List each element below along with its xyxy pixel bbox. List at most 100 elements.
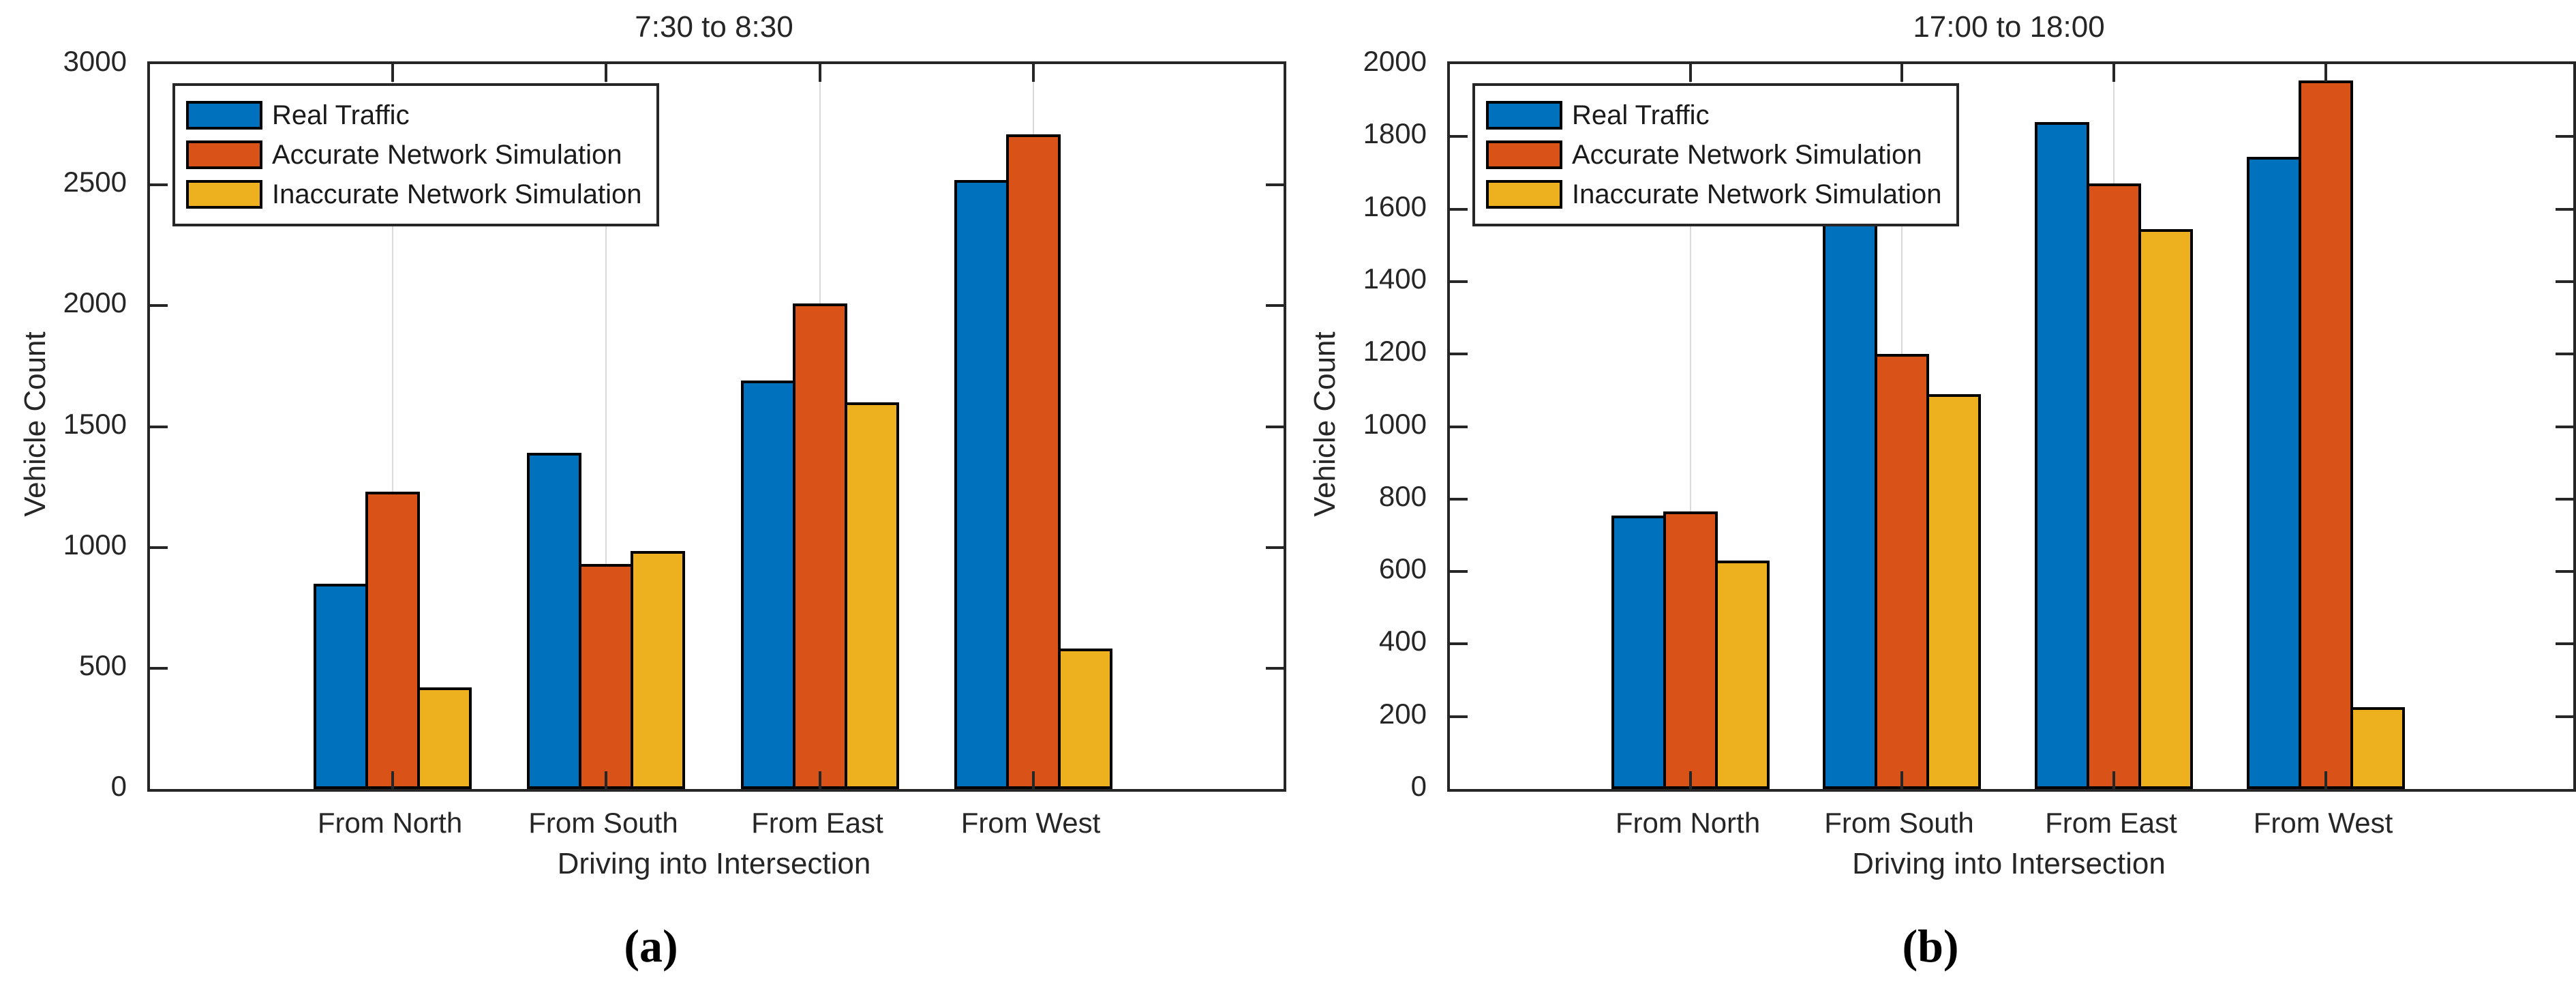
bar-real-traffic [2247,157,2301,789]
x-tick [391,64,394,82]
y-tick [1450,207,1468,211]
y-tick [2556,425,2573,428]
y-tick [1266,666,1284,670]
x-tick-label: From North [1615,807,1761,839]
legend-row: Accurate Network Simulation [186,135,641,175]
y-tick-label: 0 [1410,770,1427,802]
y-tick-label: 1400 [1363,262,1427,295]
bar-accurate-network-simulation [2087,183,2141,789]
y-tick-label: 1500 [63,407,127,440]
bar-inaccurate-network-simulation [631,551,685,789]
y-tick [150,546,168,549]
bar-real-traffic [1823,224,1877,789]
x-tick [1032,771,1035,789]
x-gridline [605,64,607,789]
legend-label: Real Traffic [272,100,410,130]
y-tick [1450,570,1468,574]
bar-accurate-network-simulation [1663,511,1718,789]
y-tick-label: 600 [1378,552,1427,585]
x-gridline [1690,64,1691,789]
x-tick [1900,771,1903,789]
bar-accurate-network-simulation [793,303,847,789]
legend-row: Inaccurate Network Simulation [186,175,641,214]
y-tick-label: 1800 [1363,117,1427,150]
y-tick-label: 1600 [1363,190,1427,222]
legend-label: Accurate Network Simulation [1572,140,1922,170]
caption-a: (a) [624,920,678,972]
y-tick [2556,207,2573,211]
y-tick [1266,425,1284,428]
x-tick-label: From East [751,807,883,839]
chart-a-xlabel: Driving into Intersection [557,847,871,880]
y-tick [1450,425,1468,428]
x-tick-label: From South [528,807,678,839]
y-tick-label: 1200 [1363,335,1427,368]
bar-real-traffic [2035,122,2089,789]
legend-label: Inaccurate Network Simulation [272,179,642,209]
bar-real-traffic [954,180,1009,789]
legend-row: Accurate Network Simulation [1486,135,1941,175]
bar-inaccurate-network-simulation [845,402,899,789]
y-tick-label: 800 [1378,479,1427,512]
bar-accurate-network-simulation [579,564,633,789]
chart-a-title: 7:30 to 8:30 [635,10,793,44]
y-tick [150,304,168,308]
y-tick [1266,183,1284,187]
x-tick [2324,771,2327,789]
legend-swatch [1486,101,1562,130]
legend-label: Accurate Network Simulation [272,140,622,170]
bar-inaccurate-network-simulation [2350,707,2405,789]
x-tick [2112,64,2115,82]
y-tick [1450,280,1468,283]
bar-real-traffic [527,453,581,789]
x-tick-label: From South [1824,807,1974,839]
x-tick-label: From West [2253,807,2393,839]
y-tick [150,183,168,187]
bar-accurate-network-simulation [365,492,420,789]
bar-real-traffic [741,381,795,789]
legend-swatch [186,140,262,169]
bar-inaccurate-network-simulation [1715,561,1770,789]
y-tick [1450,135,1468,138]
legend-swatch [1486,180,1562,209]
legend: Real Traffic Accurate Network Simulation I… [172,83,660,226]
y-tick [1266,304,1284,308]
x-gridline [392,64,393,789]
bar-accurate-network-simulation [1006,134,1061,789]
chart-b-plot-area: Real Traffic Accurate Network Simulation I… [1447,61,2576,792]
x-tick [819,64,821,82]
y-tick-label: 500 [78,649,127,681]
bar-real-traffic [1611,516,1666,789]
x-tick-label: From North [317,807,463,839]
y-tick [1266,546,1284,549]
y-tick-label: 2500 [63,166,127,198]
y-tick [1450,715,1468,718]
y-tick-label: 0 [110,770,127,802]
y-tick [2556,280,2573,283]
x-tick [391,771,394,789]
legend: Real Traffic Accurate Network Simulation I… [1472,83,1960,226]
y-tick-label: 400 [1378,625,1427,657]
y-tick [2556,715,2573,718]
x-tick [819,771,821,789]
x-tick [2324,64,2327,82]
x-tick [605,64,607,82]
bar-real-traffic [314,584,368,789]
bar-inaccurate-network-simulation [1058,649,1112,789]
y-tick [1450,642,1468,646]
x-tick-label: From East [2045,807,2177,839]
x-tick [1032,64,1035,82]
bar-inaccurate-network-simulation [417,687,472,789]
y-tick [1450,353,1468,356]
y-tick-label: 1000 [1363,407,1427,440]
y-tick [2556,497,2573,501]
y-tick-label: 200 [1378,697,1427,730]
x-tick [1689,64,1692,82]
caption-b: (b) [1902,920,1959,972]
legend-row: Real Traffic [186,95,641,135]
x-tick [2112,771,2115,789]
y-tick [2556,353,2573,356]
y-tick [2556,135,2573,138]
y-tick-label: 3000 [63,45,127,77]
